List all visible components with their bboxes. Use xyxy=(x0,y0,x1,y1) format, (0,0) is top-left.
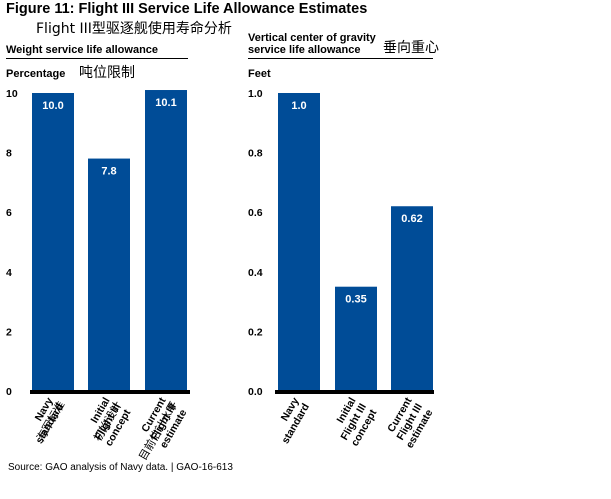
right-bar-value-label: 0.35 xyxy=(345,294,366,306)
right-bar-value-label: 0.62 xyxy=(401,213,422,225)
left-bar-2 xyxy=(145,90,187,392)
right-title-rule xyxy=(248,58,433,59)
right-category-label: CurrentFlight IIIestimate xyxy=(383,395,436,450)
right-bar-0 xyxy=(278,93,320,391)
right-bar-value-label: 1.0 xyxy=(291,100,306,112)
right-y-axis-label: Feet xyxy=(248,68,271,80)
right-y-tick-label: 0.4 xyxy=(248,267,263,279)
left-bar-value-label: 10.0 xyxy=(42,100,63,112)
right-y-tick-label: 0.0 xyxy=(248,386,263,398)
left-y-tick-label: 10 xyxy=(6,88,18,100)
figure-title-translation: Flight III型驱逐舰使用寿命分析 xyxy=(36,21,232,37)
figure-title: Figure 11: Flight III Service Life Allow… xyxy=(6,1,368,17)
left-chart-title: Weight service life allowance xyxy=(6,44,159,56)
left-y-axis-label: Percentage xyxy=(6,68,66,80)
source-note: Source: GAO analysis of Navy data. | GAO… xyxy=(8,462,233,473)
left-y-tick-label: 0 xyxy=(6,386,12,398)
right-y-tick-label: 0.8 xyxy=(248,148,263,160)
left-y-tick-label: 4 xyxy=(6,267,12,279)
left-chart-title-translation: 吨位限制 xyxy=(79,65,135,81)
right-category-label: Navystandard xyxy=(269,395,312,446)
left-y-tick-label: 6 xyxy=(6,207,12,219)
right-y-tick-label: 0.6 xyxy=(248,207,263,219)
left-title-rule xyxy=(6,58,188,59)
right-chart-title-translation: 垂向重心 xyxy=(383,40,439,56)
right-chart-title-line-2: service life allowance xyxy=(248,44,361,56)
right-category-label: InitialFlight IIIconcept xyxy=(328,395,380,448)
left-x-axis-line xyxy=(30,390,190,394)
right-x-axis-line xyxy=(275,390,434,394)
right-y-tick-label: 1.0 xyxy=(248,88,263,100)
left-bar-value-label: 7.8 xyxy=(101,166,116,178)
right-y-tick-label: 0.2 xyxy=(248,326,263,338)
right-chart-title-line-1: Vertical center of gravity xyxy=(248,32,376,44)
left-bar-value-label: 10.1 xyxy=(155,97,176,109)
left-y-tick-label: 2 xyxy=(6,326,12,338)
left-category-label: CurrentFlight IIIestimate xyxy=(137,395,190,450)
left-y-tick-label: 8 xyxy=(6,148,12,160)
left-bar-1 xyxy=(88,158,130,391)
left-bar-0 xyxy=(32,93,74,391)
right-bar-1 xyxy=(335,286,377,391)
right-bar-2 xyxy=(391,206,433,391)
